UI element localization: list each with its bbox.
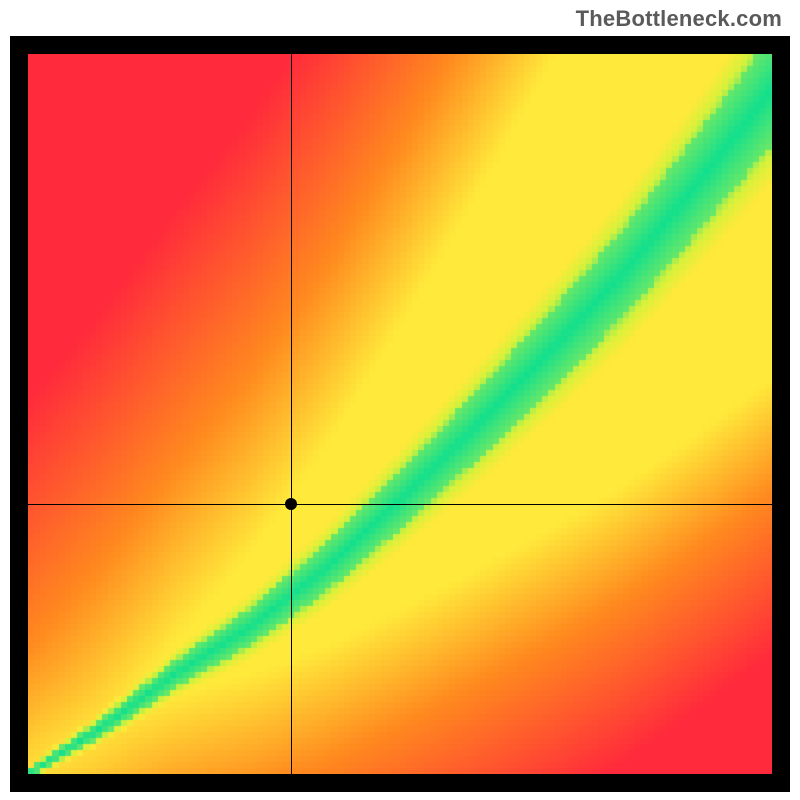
plot-frame xyxy=(10,36,790,792)
crosshair-vertical xyxy=(291,54,292,774)
heatmap xyxy=(28,54,772,774)
chart-container: TheBottleneck.com xyxy=(0,0,800,800)
heatmap-canvas xyxy=(28,54,772,774)
watermark-text: TheBottleneck.com xyxy=(576,6,782,32)
crosshair-horizontal xyxy=(28,504,772,505)
